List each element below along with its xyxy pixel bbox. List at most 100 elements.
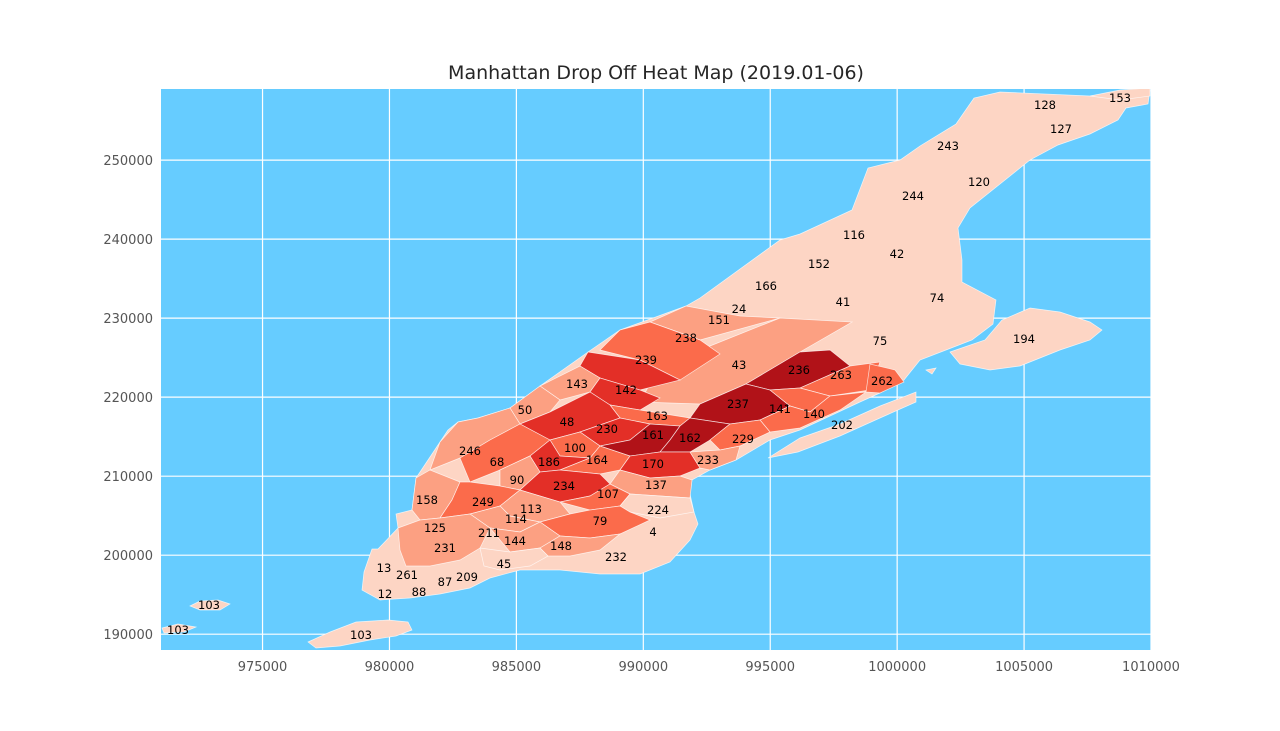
x-tick-label: 985000 xyxy=(492,660,542,675)
zone-label-88: 88 xyxy=(412,585,427,599)
island-103-ellis xyxy=(189,599,231,611)
zone-label-151: 151 xyxy=(708,313,730,327)
axis-ticks: 975000 980000 985000 990000 995000 1000000 100… xyxy=(103,154,1180,675)
y-tick-label: 230000 xyxy=(103,312,153,327)
zone-label-209: 209 xyxy=(456,570,478,584)
zone-label-239: 239 xyxy=(635,353,657,367)
zone-label-4: 4 xyxy=(649,525,656,539)
island-153-north xyxy=(1089,89,1151,101)
zone-label-144: 144 xyxy=(504,534,526,548)
x-tick-label: 975000 xyxy=(238,660,288,675)
zone-label-244: 244 xyxy=(902,189,924,203)
zone-label-12: 12 xyxy=(378,587,393,601)
zone-label-142: 142 xyxy=(615,383,637,397)
zone-label-127: 127 xyxy=(1050,122,1072,136)
zone-label-152: 152 xyxy=(808,257,830,271)
zone-label-87: 87 xyxy=(438,575,453,589)
x-tick-label: 980000 xyxy=(365,660,415,675)
zone-label-186: 186 xyxy=(538,455,560,469)
zone-label-116: 116 xyxy=(843,228,865,242)
zone-label-202: 202 xyxy=(831,418,853,432)
zone-label-125: 125 xyxy=(424,521,446,535)
zone-label-238: 238 xyxy=(675,331,697,345)
y-tick-label: 200000 xyxy=(103,549,153,564)
zone-label-75: 75 xyxy=(873,334,888,348)
zone-label-170: 170 xyxy=(642,457,664,471)
zone-224 xyxy=(619,493,695,519)
zone-label-224: 224 xyxy=(647,503,669,517)
zone-label-162: 162 xyxy=(679,431,701,445)
zone-label-249: 249 xyxy=(472,495,494,509)
zone-label-148: 148 xyxy=(550,539,572,553)
zone-label-42: 42 xyxy=(890,247,905,261)
x-tick-label: 1005000 xyxy=(995,660,1053,675)
zone-label-50: 50 xyxy=(518,403,533,417)
zone-label-90: 90 xyxy=(510,473,525,487)
zone-label-234: 234 xyxy=(553,479,575,493)
zone-label-48: 48 xyxy=(560,415,575,429)
zone-label-103: 103 xyxy=(198,598,220,612)
zone-label-231: 231 xyxy=(434,541,456,555)
zone-label-236: 236 xyxy=(788,363,810,377)
x-tick-label: 1000000 xyxy=(868,660,926,675)
zone-label-107: 107 xyxy=(597,487,619,501)
zone-label-45: 45 xyxy=(497,557,512,571)
zone-label-262: 262 xyxy=(871,374,893,388)
zone-label-194: 194 xyxy=(1013,332,1035,346)
y-tick-label: 210000 xyxy=(103,470,153,485)
island-103-west xyxy=(161,623,198,634)
zone-label-232: 232 xyxy=(605,550,627,564)
zone-label-230: 230 xyxy=(596,422,618,436)
zone-label-74: 74 xyxy=(930,291,945,305)
y-tick-label: 250000 xyxy=(103,154,153,169)
chart-title: Manhattan Drop Off Heat Map (2019.01-06) xyxy=(448,62,864,84)
y-tick-label: 220000 xyxy=(103,391,153,406)
x-tick-label: 995000 xyxy=(745,660,795,675)
zone-label-237: 237 xyxy=(727,397,749,411)
island-small-ear xyxy=(925,367,937,375)
y-tick-label: 240000 xyxy=(103,233,153,248)
zone-label-161: 161 xyxy=(642,428,664,442)
zone-label-100: 100 xyxy=(564,441,586,455)
zone-label-158: 158 xyxy=(416,493,438,507)
zone-label-233: 233 xyxy=(697,453,719,467)
x-tick-label: 990000 xyxy=(618,660,668,675)
zone-label-261: 261 xyxy=(396,568,418,582)
zone-label-211: 211 xyxy=(478,526,500,540)
y-tick-label: 190000 xyxy=(103,628,153,643)
zone-151 xyxy=(649,305,781,341)
zone-label-128: 128 xyxy=(1034,98,1056,112)
zone-label-43: 43 xyxy=(732,358,747,372)
zone-263 xyxy=(798,361,881,397)
zone-label-103: 103 xyxy=(167,623,189,637)
zone-label-263: 263 xyxy=(830,368,852,382)
zone-label-13: 13 xyxy=(377,561,392,575)
manhattan-map xyxy=(161,89,1151,649)
zone-label-141: 141 xyxy=(769,402,791,416)
zone-262 xyxy=(865,363,905,394)
zone-label-143: 143 xyxy=(566,377,588,391)
zone-label-140: 140 xyxy=(803,407,825,421)
zone-label-164: 164 xyxy=(586,453,608,467)
zone-label-229: 229 xyxy=(732,432,754,446)
zone-233 xyxy=(689,445,741,471)
zone-label-137: 137 xyxy=(645,478,667,492)
zone-label-166: 166 xyxy=(755,279,777,293)
island-202 xyxy=(767,391,917,459)
zone-label-120: 120 xyxy=(968,175,990,189)
island-194 xyxy=(949,307,1103,371)
zone-label-246: 246 xyxy=(459,444,481,458)
island-103-liberty xyxy=(307,619,413,649)
zone-45 xyxy=(479,547,549,571)
zone-label-243: 243 xyxy=(937,139,959,153)
zone-label-24: 24 xyxy=(732,302,747,316)
zone-label-79: 79 xyxy=(593,514,608,528)
zone-label-41: 41 xyxy=(836,295,851,309)
zone-label-114: 114 xyxy=(505,512,527,526)
zone-label-163: 163 xyxy=(646,409,668,423)
zone-label-68: 68 xyxy=(490,455,505,469)
zone-148 xyxy=(539,533,622,557)
zone-label-103: 103 xyxy=(350,628,372,642)
